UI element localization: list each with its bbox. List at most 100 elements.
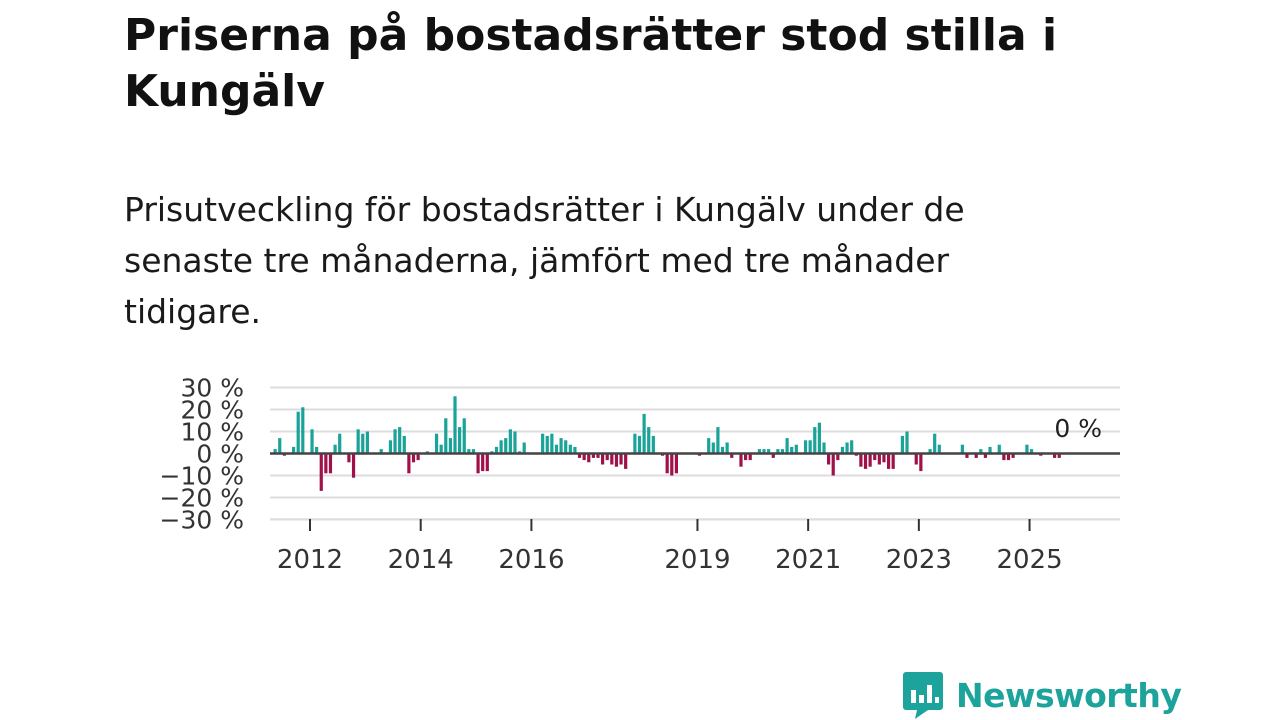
x-tick-label: 2014 xyxy=(388,545,454,575)
bar xyxy=(324,453,328,474)
bar xyxy=(716,427,720,454)
bar xyxy=(1025,444,1029,454)
bar xyxy=(361,433,365,454)
bar xyxy=(596,453,600,458)
bar xyxy=(402,435,406,454)
bar xyxy=(448,438,452,454)
bar xyxy=(651,435,655,454)
bar xyxy=(886,453,891,469)
bar xyxy=(813,427,817,454)
bar xyxy=(619,453,623,465)
bar xyxy=(1057,453,1061,458)
newsworthy-logo: Newsworthy xyxy=(902,670,1182,720)
bar xyxy=(444,418,448,454)
bar xyxy=(827,453,831,465)
bar xyxy=(577,453,582,458)
bar xyxy=(554,444,559,454)
bar xyxy=(730,453,734,458)
bar xyxy=(840,446,845,454)
bar xyxy=(974,453,978,458)
bar xyxy=(868,453,872,467)
bar xyxy=(776,449,780,454)
bar xyxy=(882,453,886,463)
newsworthy-logo-icon xyxy=(903,672,943,719)
bar xyxy=(739,453,743,467)
bar xyxy=(591,453,595,458)
bar xyxy=(873,453,877,461)
bar xyxy=(296,411,300,454)
bar xyxy=(301,407,305,454)
bar xyxy=(762,449,766,454)
x-tick-label: 2016 xyxy=(498,545,564,575)
bar xyxy=(273,449,277,454)
bar xyxy=(979,449,983,454)
newsworthy-logo-text: Newsworthy xyxy=(956,675,1182,715)
bar xyxy=(1011,453,1015,458)
bar xyxy=(434,433,439,454)
bar xyxy=(541,433,545,454)
bar xyxy=(633,433,637,454)
chart-subtitle: Prisutveckling för bostadsrätter i Kungä… xyxy=(124,190,965,331)
bar xyxy=(965,453,969,458)
bar xyxy=(794,444,798,454)
bar xyxy=(624,453,628,469)
bar xyxy=(748,453,752,461)
bar xyxy=(863,453,868,469)
bar xyxy=(573,446,577,454)
bar xyxy=(877,453,881,465)
bar xyxy=(850,440,854,454)
bar xyxy=(670,453,674,476)
bar xyxy=(743,453,748,461)
y-tick-label: 0 % xyxy=(196,440,244,469)
bar xyxy=(545,435,549,454)
bar xyxy=(1029,449,1034,454)
bar xyxy=(642,413,646,454)
bar xyxy=(780,449,785,454)
bar xyxy=(822,442,826,454)
bar xyxy=(504,438,508,454)
bar xyxy=(891,453,895,469)
bar xyxy=(767,449,771,454)
bar xyxy=(319,453,323,491)
bar xyxy=(347,453,351,463)
bar xyxy=(720,446,725,454)
bar xyxy=(601,453,605,465)
bar xyxy=(614,453,619,467)
x-tick-label: 2021 xyxy=(775,545,841,575)
y-tick-label: −30 % xyxy=(160,506,244,535)
bar xyxy=(711,442,715,454)
bar xyxy=(582,453,586,461)
bar-chart: 30 %20 %10 %0 %−10 %−20 %−30 %2012 2014 20… xyxy=(160,374,1120,575)
bar xyxy=(411,453,416,463)
bar xyxy=(379,449,383,454)
bar xyxy=(831,453,835,476)
bar xyxy=(665,453,669,474)
bar xyxy=(1002,453,1006,461)
y-tick-label: 20 % xyxy=(180,396,244,425)
bar xyxy=(988,446,992,454)
bar xyxy=(494,446,499,454)
bar xyxy=(453,396,457,454)
bar xyxy=(803,440,808,454)
bar xyxy=(467,449,471,454)
bar xyxy=(933,433,937,454)
bar xyxy=(937,444,941,454)
bar xyxy=(458,427,462,454)
bar xyxy=(757,449,762,454)
chart-title: Priserna på bostadsrätter stod stilla i … xyxy=(124,10,1058,117)
x-tick-label: 2012 xyxy=(277,545,343,575)
bar xyxy=(564,440,568,454)
bar xyxy=(785,438,789,454)
bar xyxy=(439,444,443,454)
bar xyxy=(315,446,319,454)
bar xyxy=(499,440,503,454)
bar xyxy=(900,435,905,454)
bar xyxy=(914,453,918,465)
bar xyxy=(310,429,314,454)
bar xyxy=(407,453,411,474)
bar xyxy=(647,427,651,454)
y-tick-label: 30 % xyxy=(180,374,244,403)
bar xyxy=(568,444,572,454)
bar xyxy=(845,442,849,454)
bar xyxy=(416,453,420,461)
